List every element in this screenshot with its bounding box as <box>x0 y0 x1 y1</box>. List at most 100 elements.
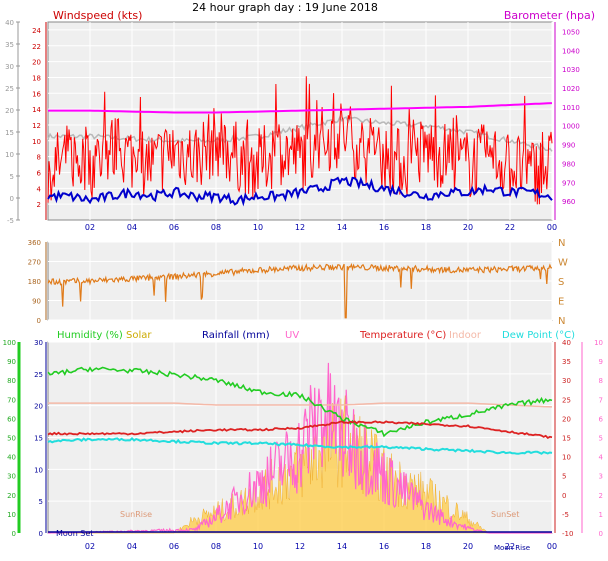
uv-tick-label: 1 <box>599 511 603 519</box>
baro-tick-label: 990 <box>562 142 575 150</box>
hour-tick-label: 02 <box>85 542 95 551</box>
rain-tick-label: 10 <box>34 466 43 474</box>
hour-tick-label: 14 <box>337 542 347 551</box>
series-line <box>47 366 553 438</box>
hour-tick-label: 22 <box>505 223 515 232</box>
temp-tick-label: 25 <box>562 396 571 404</box>
hour-tick-label: 04 <box>127 223 137 232</box>
hour-tick-label: 08 <box>211 223 221 232</box>
hour-tick-label: 18 <box>421 542 431 551</box>
legend-item: Solar <box>126 330 152 341</box>
temp-tick-label: -10 <box>562 530 573 538</box>
baro-tick-label: 1040 <box>562 47 580 55</box>
hour-tick-label: 12 <box>295 542 305 551</box>
baro-tick-label: 970 <box>562 179 575 187</box>
hour-tick-label: 08 <box>211 542 221 551</box>
uv-tick-label: 3 <box>599 473 603 481</box>
legend-item: Temperature (°C) <box>359 330 446 341</box>
temp-tick-label: -5 <box>562 511 569 519</box>
hour-tick-label: 06 <box>169 223 179 232</box>
uv-tick-label: 2 <box>599 492 603 500</box>
temp-tick-label: 40 <box>562 339 571 347</box>
far-left-tick-label: 40 <box>5 19 14 27</box>
wind-tick-label: 22 <box>32 43 41 51</box>
baro-tick-label: 1030 <box>562 66 580 74</box>
temp-humidity-panel: Humidity (%) Solar Rainfall (mm) UV Temperat… <box>3 330 604 552</box>
wind-tick-label: 4 <box>37 185 42 193</box>
wind-tick-label: 6 <box>37 169 42 177</box>
wind-tick-label: 18 <box>32 74 41 82</box>
series-line <box>47 437 553 455</box>
far-left-tick-label: 5 <box>10 173 14 181</box>
temp-tick-label: 30 <box>562 377 571 385</box>
humidity-tick-label: 80 <box>7 377 16 385</box>
temp-tick-label: 0 <box>562 492 566 500</box>
direction-tick-label: 360 <box>28 239 41 247</box>
wind-tick-label: 14 <box>32 106 41 114</box>
direction-tick-label: 90 <box>32 298 41 306</box>
humidity-tick-label: 100 <box>3 339 16 347</box>
wind-baro-panel: Windspeed (kts) Barometer (hpa) 24681012… <box>5 9 595 232</box>
wind-tick-label: 2 <box>37 201 41 209</box>
rain-tick-label: 25 <box>34 371 43 379</box>
humidity-tick-label: 60 <box>7 415 16 423</box>
hour-tick-label: 00 <box>547 542 557 551</box>
wind-tick-label: 16 <box>32 90 41 98</box>
humidity-tick-label: 0 <box>12 530 16 538</box>
hour-tick-label: 22 <box>505 542 515 551</box>
hour-tick-label: 18 <box>421 223 431 232</box>
rain-tick-label: 30 <box>34 339 43 347</box>
far-left-tick-label: 0 <box>10 195 14 203</box>
direction-tick-label: 180 <box>28 278 41 286</box>
series-line <box>48 362 552 534</box>
far-left-tick-label: 15 <box>5 129 14 137</box>
hour-tick-label: 04 <box>127 542 137 551</box>
baro-tick-label: 1000 <box>562 123 580 131</box>
legend-item: Dew Point (°C) <box>502 330 575 341</box>
wind-axis-title: Windspeed (kts) <box>53 9 142 22</box>
wind-tick-label: 10 <box>32 138 41 146</box>
temp-tick-label: 15 <box>562 435 571 443</box>
uv-tick-label: 10 <box>594 339 603 347</box>
page-title: 24 hour graph day : 19 June 2018 <box>192 1 378 14</box>
hour-tick-label: 00 <box>547 223 557 232</box>
compass-label: N <box>558 238 565 249</box>
series-line <box>48 102 553 114</box>
direction-tick-label: 0 <box>37 317 41 325</box>
far-left-tick-label: -5 <box>7 217 14 225</box>
rain-tick-label: 15 <box>34 435 43 443</box>
compass-label: E <box>558 297 564 308</box>
series-line <box>47 420 553 440</box>
temp-tick-label: 10 <box>562 454 571 462</box>
compass-label: N <box>558 316 565 327</box>
wind-tick-label: 24 <box>32 27 41 35</box>
uv-tick-label: 6 <box>599 415 604 423</box>
moon-rise-label: Moon Rise <box>494 544 530 552</box>
uv-tick-label: 4 <box>599 454 604 462</box>
wind-tick-label: 20 <box>32 59 41 67</box>
rain-tick-label: 20 <box>34 403 43 411</box>
uv-tick-label: 5 <box>599 435 603 443</box>
humidity-tick-label: 90 <box>7 358 16 366</box>
compass-label: W <box>558 258 568 269</box>
hour-tick-label: 12 <box>295 223 305 232</box>
humidity-tick-label: 20 <box>7 492 16 500</box>
legend-item: Rainfall (mm) <box>202 330 270 341</box>
uv-tick-label: 9 <box>599 358 603 366</box>
baro-tick-label: 960 <box>562 198 575 206</box>
legend-item: Humidity (%) <box>57 330 123 341</box>
humidity-tick-label: 50 <box>7 435 16 443</box>
hour-tick-label: 16 <box>379 542 389 551</box>
hour-tick-label: 06 <box>169 542 179 551</box>
rain-tick-label: 0 <box>39 530 43 538</box>
legend-item: Indoor <box>449 330 482 341</box>
uv-tick-label: 0 <box>599 530 603 538</box>
moon-set-label: Moon Set <box>56 529 93 538</box>
sunset-label: SunSet <box>491 510 519 519</box>
baro-axis-title: Barometer (hpa) <box>504 9 595 22</box>
humidity-tick-label: 10 <box>7 511 16 519</box>
hour-tick-label: 10 <box>253 223 263 232</box>
baro-tick-label: 980 <box>562 160 575 168</box>
